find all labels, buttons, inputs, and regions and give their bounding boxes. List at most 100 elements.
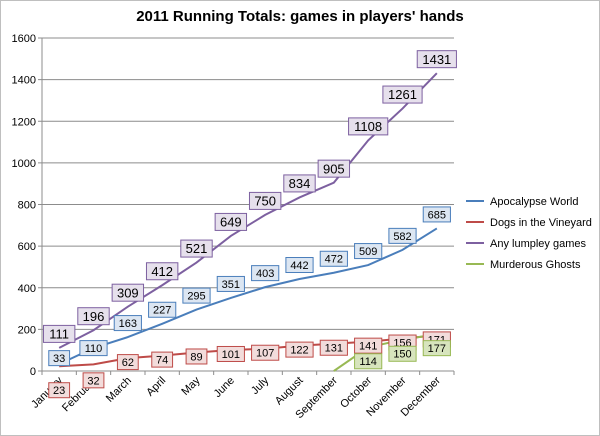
x-tick-label: April xyxy=(144,375,168,399)
data-label-box xyxy=(354,243,383,260)
data-label-box xyxy=(348,117,389,136)
data-label: 582 xyxy=(388,227,417,244)
data-label: 649 xyxy=(214,212,248,231)
data-label-box xyxy=(148,301,177,318)
data-label: 163 xyxy=(113,315,142,332)
legend-label: Any lumpley games xyxy=(490,238,586,250)
data-label: 62 xyxy=(116,354,139,371)
data-label: 509 xyxy=(354,243,383,260)
data-label-text: 834 xyxy=(289,176,311,191)
data-label-text: 1108 xyxy=(354,119,382,134)
data-label-box xyxy=(113,315,142,332)
data-label-text: 1431 xyxy=(422,52,451,67)
data-label-box xyxy=(48,382,71,399)
data-label-box xyxy=(151,351,174,368)
x-tick-label: May xyxy=(179,374,203,398)
data-label-box xyxy=(416,50,457,69)
data-label-text: 107 xyxy=(256,348,274,360)
data-label: 403 xyxy=(251,265,280,282)
data-label-box xyxy=(283,174,316,193)
data-label-text: 163 xyxy=(119,318,137,330)
data-label-box xyxy=(145,262,179,281)
data-label: 295 xyxy=(182,287,211,304)
data-label-box xyxy=(422,340,451,357)
data-label-box xyxy=(77,307,110,326)
data-label-text: 196 xyxy=(83,309,105,324)
data-label: 309 xyxy=(111,283,145,302)
legend-label: Murderous Ghosts xyxy=(490,259,581,271)
data-label-text: 101 xyxy=(222,349,240,361)
data-label: 227 xyxy=(148,301,177,318)
y-tick-label: 600 xyxy=(18,241,36,253)
data-label-box xyxy=(180,239,213,258)
legend-label: Apocalypse World xyxy=(490,196,578,208)
data-label-box xyxy=(116,354,139,371)
data-label: 351 xyxy=(216,275,245,292)
data-label-box xyxy=(79,340,108,357)
data-label-text: 1261 xyxy=(388,87,417,102)
y-tick-label: 1000 xyxy=(12,158,36,170)
data-label-text: 309 xyxy=(117,285,139,300)
series-line xyxy=(58,227,438,366)
data-label-box xyxy=(216,345,245,362)
data-label-text: 905 xyxy=(323,161,345,176)
data-label-text: 62 xyxy=(122,357,134,369)
data-label-text: 177 xyxy=(428,343,446,355)
data-label: 101 xyxy=(216,345,245,362)
data-label: 89 xyxy=(185,348,208,365)
data-label-text: 74 xyxy=(156,355,168,367)
data-label-box xyxy=(422,206,451,223)
data-label-text: 23 xyxy=(53,385,65,397)
x-tick-label: August xyxy=(273,375,306,408)
data-label-box xyxy=(382,85,423,104)
data-label: 122 xyxy=(285,341,314,358)
y-tick-label: 0 xyxy=(30,366,36,378)
data-label: 834 xyxy=(283,174,316,193)
data-label-box xyxy=(388,227,417,244)
data-label: 23 xyxy=(48,382,71,399)
data-label-text: 33 xyxy=(53,353,65,365)
data-label-box xyxy=(248,191,282,210)
data-label: 74 xyxy=(151,351,174,368)
data-label: 905 xyxy=(317,159,351,178)
chart-title: 2011 Running Totals: games in players' h… xyxy=(136,8,464,25)
data-label-box xyxy=(317,159,351,178)
data-label-box xyxy=(111,283,145,302)
y-tick-label: 1400 xyxy=(12,75,36,87)
data-label: 33 xyxy=(48,350,71,367)
data-label-text: 521 xyxy=(186,241,208,256)
data-label-text: 32 xyxy=(87,375,99,387)
x-tick-label: March xyxy=(104,375,134,405)
data-label: 521 xyxy=(180,239,213,258)
y-tick-label: 400 xyxy=(18,283,36,295)
y-tick-label: 200 xyxy=(18,324,36,336)
data-label: 32 xyxy=(82,372,105,389)
data-label-box xyxy=(185,348,208,365)
legend-label: Dogs in the Vineyard xyxy=(490,217,592,229)
data-label-box xyxy=(285,257,314,274)
data-label-text: 649 xyxy=(220,215,242,230)
data-label: 110 xyxy=(79,340,108,357)
data-label-box xyxy=(82,372,105,389)
data-label-box xyxy=(319,250,348,267)
data-label: 150 xyxy=(388,345,417,362)
data-label-text: 351 xyxy=(222,279,240,291)
data-label: 114 xyxy=(354,353,383,370)
data-label: 111 xyxy=(42,324,76,343)
data-label: 472 xyxy=(319,250,348,267)
data-label-text: 412 xyxy=(151,264,173,279)
data-label-box xyxy=(251,344,280,361)
data-label-box xyxy=(285,341,314,358)
series-line xyxy=(333,333,437,372)
data-label-text: 750 xyxy=(254,194,276,209)
data-label: 442 xyxy=(285,257,314,274)
data-label-box xyxy=(42,324,76,343)
data-label-text: 509 xyxy=(359,246,377,258)
data-label-text: 295 xyxy=(187,291,205,303)
data-label-text: 141 xyxy=(359,341,377,353)
data-label-box xyxy=(48,350,71,367)
data-label-text: 89 xyxy=(190,351,202,363)
data-label: 107 xyxy=(251,344,280,361)
data-label-text: 442 xyxy=(290,260,308,272)
data-label-text: 582 xyxy=(393,231,411,243)
